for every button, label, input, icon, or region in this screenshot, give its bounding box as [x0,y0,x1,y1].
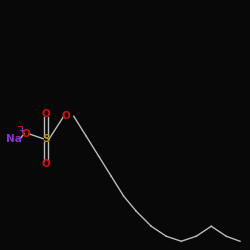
Text: +: + [18,126,25,135]
Text: O: O [42,159,50,169]
Text: O: O [22,129,30,139]
Text: O: O [62,111,71,121]
Text: S: S [42,134,50,144]
Text: Na: Na [6,134,22,144]
Text: O: O [42,109,50,119]
Text: −: − [16,122,22,131]
